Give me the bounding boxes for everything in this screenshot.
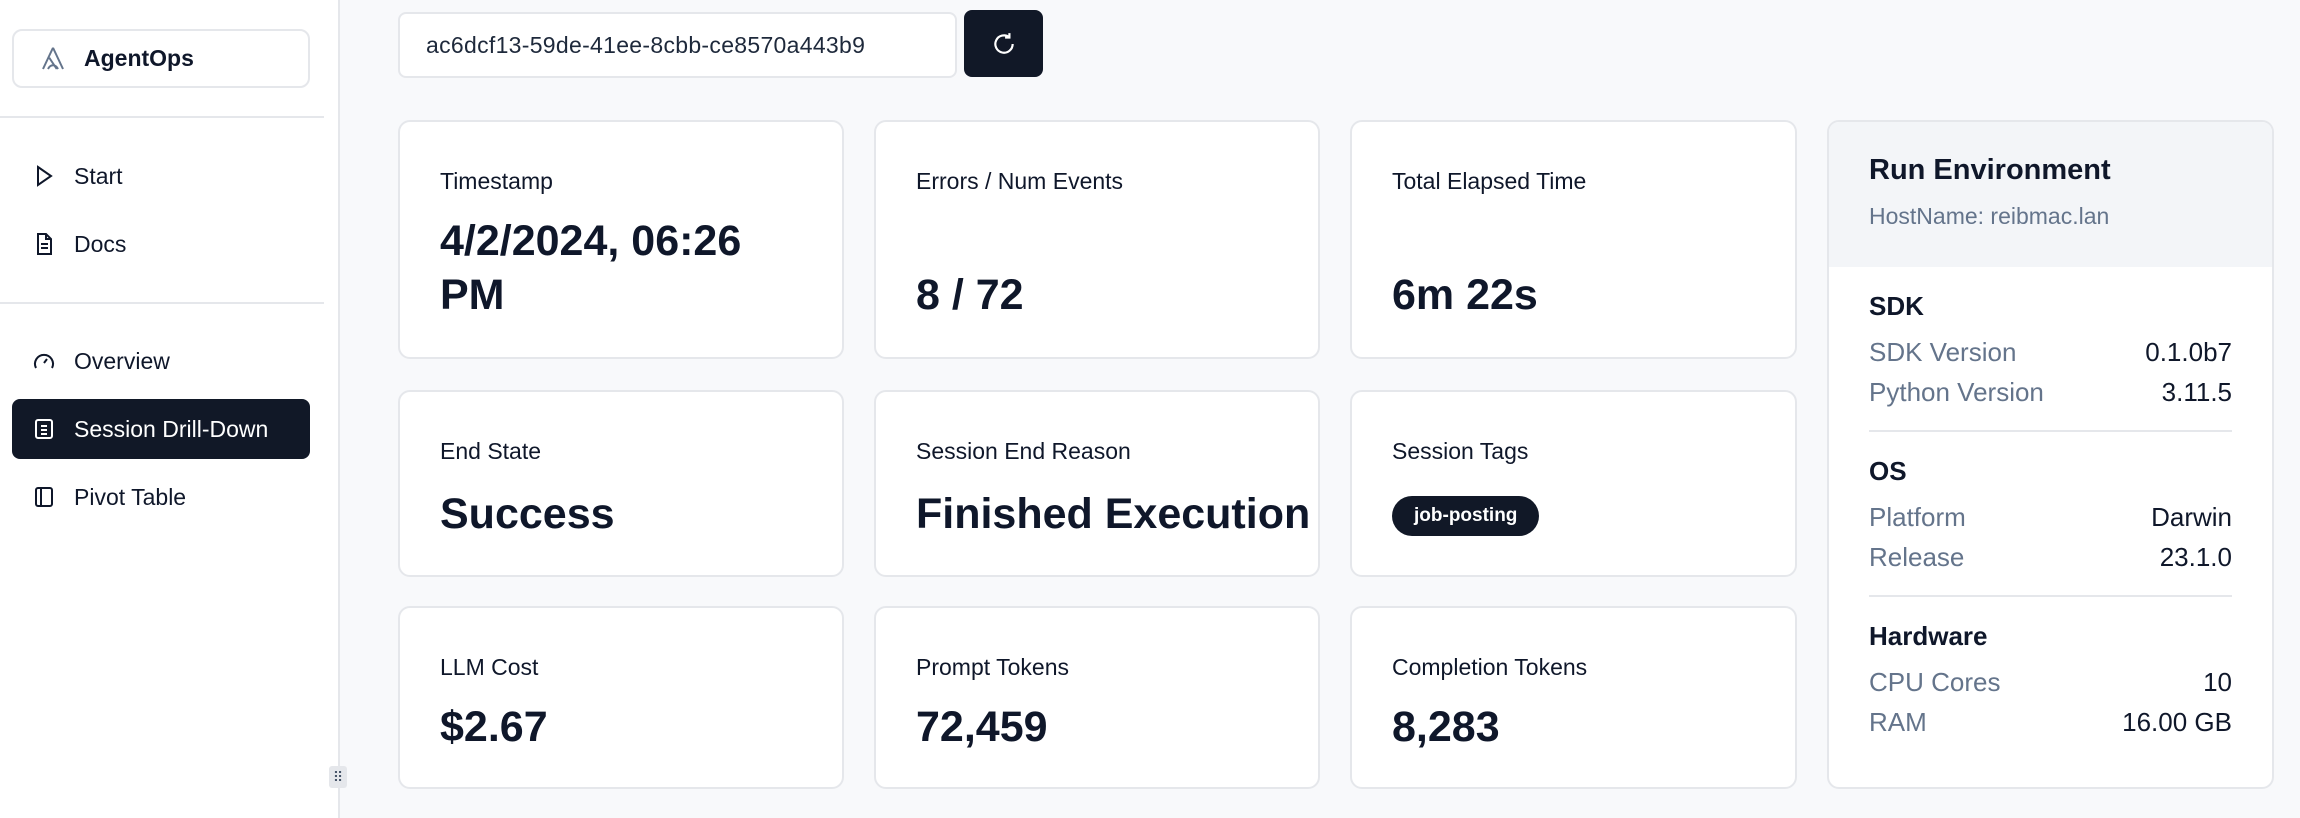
sidebar-item-label: Docs — [74, 230, 127, 257]
env-row: SDK Version 0.1.0b7 — [1869, 332, 2232, 372]
card-value: 4/2/2024, 06:26 — [440, 217, 742, 265]
env-key: SDK Version — [1869, 337, 2017, 367]
section-title: OS — [1869, 456, 1907, 486]
session-tags-card: Session Tags job-posting — [1350, 390, 1797, 577]
env-value: 10 — [2203, 667, 2232, 697]
card-value: 8 / 72 — [916, 271, 1024, 319]
env-value: 3.11.5 — [2161, 377, 2232, 407]
elapsed-time-card: Total Elapsed Time 6m 22s — [1350, 120, 1797, 359]
card-label: Prompt Tokens — [916, 654, 1069, 680]
env-row: Python Version 3.11.5 — [1869, 372, 2232, 412]
env-key: RAM — [1869, 707, 1927, 737]
sidebar-item-label: Pivot Table — [74, 483, 187, 510]
env-hostname: HostName: reibmac.lan — [1869, 203, 2110, 229]
sidebar-item-session-drill-down[interactable]: Session Drill-Down — [12, 399, 310, 459]
brand-logo[interactable]: AgentOps — [12, 29, 310, 88]
card-label: Errors / Num Events — [916, 168, 1124, 194]
play-icon — [37, 165, 53, 187]
card-value: Success — [440, 490, 615, 538]
end-state-card: End State Success — [398, 390, 844, 577]
env-value: 16.00 GB — [2122, 707, 2232, 737]
completion-tokens-card: Completion Tokens 8,283 — [1350, 606, 1797, 789]
llm-cost-card: LLM Cost $2.67 — [398, 606, 844, 789]
sidebar-divider — [0, 116, 324, 118]
env-key: CPU Cores — [1869, 667, 2001, 697]
list-icon — [35, 419, 53, 439]
card-value: 6m 22s — [1392, 271, 1538, 319]
sidebar: AgentOps Start Docs Overview Session Dri… — [0, 0, 340, 818]
sidebar-divider — [0, 302, 324, 304]
env-section-hardware: Hardware CPU Cores 10 RAM 16.00 GB — [1869, 597, 2232, 760]
env-value: Darwin — [2151, 502, 2232, 532]
run-environment-card: Run Environment HostName: reibmac.lan SD… — [1827, 120, 2274, 789]
section-title: SDK — [1869, 291, 1924, 321]
env-row: Platform Darwin — [1869, 497, 2232, 537]
env-section-os: OS Platform Darwin Release 23.1.0 — [1869, 432, 2232, 597]
env-row: CPU Cores 10 — [1869, 662, 2232, 702]
card-value: $2.67 — [440, 703, 548, 751]
sidebar-item-label: Start — [74, 162, 123, 189]
gauge-icon — [34, 353, 54, 369]
sidebar-item-start[interactable]: Start — [12, 146, 310, 206]
section-title: Hardware — [1869, 621, 1988, 651]
env-key: Release — [1869, 542, 1965, 572]
panel-icon — [35, 487, 53, 507]
sidebar-item-label: Overview — [74, 347, 170, 374]
sidebar-item-pivot-table[interactable]: Pivot Table — [12, 467, 310, 527]
card-label: End State — [440, 438, 542, 464]
sidebar-item-docs[interactable]: Docs — [12, 214, 310, 274]
card-label: Total Elapsed Time — [1392, 168, 1587, 194]
refresh-icon — [993, 32, 1014, 54]
agentops-logo-icon — [42, 46, 64, 70]
env-key: Platform — [1869, 502, 1966, 532]
env-row: RAM 16.00 GB — [1869, 702, 2232, 742]
card-label: LLM Cost — [440, 654, 539, 680]
env-section-sdk: SDK SDK Version 0.1.0b7 Python Version 3.1… — [1869, 267, 2232, 432]
card-label: Session End Reason — [916, 438, 1131, 464]
end-reason-card: Session End Reason Finished Execution — [874, 390, 1320, 577]
tag-badge[interactable]: job-posting — [1392, 496, 1540, 536]
prompt-tokens-card: Prompt Tokens 72,459 — [874, 606, 1320, 789]
card-value: PM — [440, 271, 505, 319]
env-value: 0.1.0b7 — [2145, 337, 2232, 367]
sidebar-resize-handle[interactable]: ⠿ — [329, 766, 347, 788]
env-key: Python Version — [1869, 377, 2044, 407]
sidebar-item-label: Session Drill-Down — [74, 415, 269, 442]
card-value: 72,459 — [916, 703, 1048, 751]
card-value: 8,283 — [1392, 703, 1500, 751]
card-label: Completion Tokens — [1392, 654, 1588, 680]
card-value: Finished Execution — [916, 490, 1311, 538]
refresh-button[interactable] — [964, 10, 1043, 77]
brand-name: AgentOps — [84, 45, 194, 71]
document-icon — [37, 233, 52, 255]
errors-card: Errors / Num Events 8 / 72 — [874, 120, 1320, 359]
timestamp-card: Timestamp 4/2/2024, 06:26 PM — [398, 120, 844, 359]
env-header: Run Environment HostName: reibmac.lan — [1829, 122, 2272, 267]
env-title: Run Environment — [1869, 154, 2111, 186]
env-row: Release 23.1.0 — [1869, 537, 2232, 577]
session-id-input[interactable]: ac6dcf13-59de-41ee-8cbb-ce8570a443b9 — [398, 12, 957, 78]
card-label: Timestamp — [440, 168, 553, 194]
sidebar-item-overview[interactable]: Overview — [12, 331, 310, 391]
env-value: 23.1.0 — [2159, 542, 2232, 572]
card-label: Session Tags — [1392, 438, 1529, 464]
